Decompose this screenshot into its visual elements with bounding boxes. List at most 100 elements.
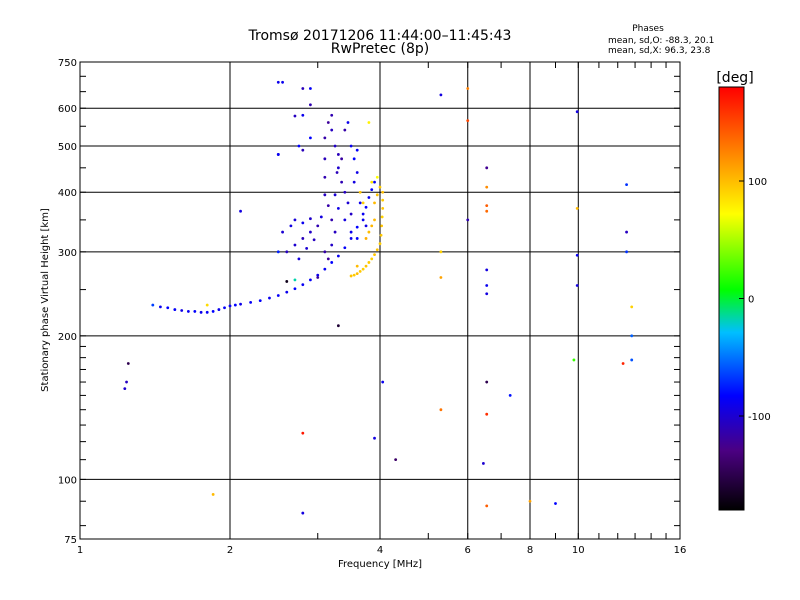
o-mode-point bbox=[309, 103, 312, 107]
o-mode-point bbox=[309, 278, 312, 282]
scattered-echo-point bbox=[439, 408, 443, 412]
scattered-echo-point bbox=[211, 493, 215, 496]
scattered-echo-point bbox=[381, 380, 385, 384]
scattered-echo-point bbox=[485, 284, 489, 287]
x-mode-point bbox=[358, 269, 362, 273]
scattered-echo-point bbox=[239, 209, 242, 213]
o-mode-point bbox=[301, 148, 305, 152]
x-tick-label: 1 bbox=[77, 545, 83, 556]
o-mode-point bbox=[297, 257, 301, 261]
o-mode-point bbox=[289, 224, 293, 228]
y-axis-ticks: 75 100 200 300 400 500 600 750 bbox=[58, 58, 680, 546]
o-mode-point bbox=[276, 80, 280, 84]
scattered-echo-point bbox=[336, 324, 340, 328]
x-mode-point bbox=[375, 193, 379, 197]
x-mode-point bbox=[378, 242, 382, 246]
x-mode-point bbox=[381, 198, 385, 202]
o-mode-point bbox=[326, 121, 330, 124]
o-mode-point bbox=[370, 188, 374, 192]
x-mode-point bbox=[367, 121, 371, 124]
colorbar-ticks: 100 0 -100 bbox=[739, 177, 771, 423]
o-mode-point bbox=[316, 273, 320, 277]
o-mode-point bbox=[309, 87, 312, 90]
o-mode-point bbox=[346, 121, 350, 124]
x-mode-point bbox=[381, 190, 385, 194]
x-mode-point bbox=[352, 273, 356, 277]
o-mode-point bbox=[343, 128, 347, 132]
scattered-echo-point bbox=[575, 206, 579, 210]
x-mode-point bbox=[358, 190, 362, 194]
o-mode-point bbox=[217, 308, 221, 311]
o-mode-point bbox=[330, 128, 334, 132]
scattered-echo-point bbox=[439, 250, 443, 254]
o-mode-point bbox=[166, 306, 170, 310]
o-mode-point bbox=[159, 305, 162, 309]
o-mode-point bbox=[193, 310, 197, 313]
x-mode-point bbox=[361, 267, 365, 271]
o-mode-point bbox=[249, 301, 253, 304]
o-mode-point bbox=[330, 218, 334, 222]
x-mode-point bbox=[370, 180, 374, 184]
o-mode-point bbox=[319, 215, 323, 219]
x-axis-ticks: 1 2 4 6 8 10 16 bbox=[77, 62, 686, 556]
o-mode-point bbox=[268, 296, 271, 300]
stats-title: Phases bbox=[632, 24, 664, 34]
o-mode-point bbox=[301, 113, 305, 117]
x-mode-point bbox=[364, 237, 368, 240]
x-tick-label: 8 bbox=[527, 545, 533, 556]
o-mode-point bbox=[361, 212, 365, 216]
scattered-echo-point bbox=[485, 209, 489, 213]
scattered-echo-point bbox=[205, 303, 209, 307]
o-mode-point bbox=[330, 113, 334, 117]
scattered-echo-point bbox=[285, 280, 289, 283]
x-mode-point bbox=[367, 261, 371, 264]
o-mode-point bbox=[340, 180, 344, 184]
stats-o-mode: mean, sd,O: -88.3, 20.1 bbox=[608, 36, 714, 46]
x-mode-point bbox=[381, 206, 385, 210]
x-mode-point bbox=[375, 248, 379, 252]
o-mode-point bbox=[343, 218, 347, 222]
scattered-echo-point bbox=[621, 362, 625, 365]
scattered-echo-point bbox=[630, 305, 634, 309]
o-mode-point bbox=[349, 237, 353, 240]
y-tick-label: 100 bbox=[58, 475, 77, 486]
scattered-echo-point bbox=[293, 114, 297, 118]
scattered-echo-point bbox=[301, 511, 305, 515]
x-mode-point bbox=[375, 175, 379, 179]
scattered-echo-point bbox=[625, 230, 628, 234]
o-mode-point bbox=[355, 171, 359, 174]
scattered-echo-point bbox=[485, 166, 489, 170]
o-mode-point bbox=[312, 238, 316, 242]
o-mode-point bbox=[309, 217, 312, 221]
scattered-echo-point bbox=[554, 502, 557, 505]
o-mode-point bbox=[258, 299, 262, 303]
x-mode-point bbox=[361, 201, 365, 205]
y-tick-label: 600 bbox=[58, 104, 77, 115]
data-points bbox=[123, 80, 634, 515]
o-mode-point bbox=[186, 310, 190, 313]
colorbar-tick-label: 100 bbox=[748, 177, 767, 188]
scattered-echo-point bbox=[309, 136, 312, 140]
x-tick-label: 2 bbox=[227, 545, 233, 556]
x-mode-point bbox=[373, 201, 376, 205]
o-mode-point bbox=[323, 193, 327, 197]
o-mode-point bbox=[352, 180, 356, 184]
x-mode-point bbox=[380, 215, 384, 219]
o-mode-point bbox=[323, 250, 327, 254]
o-mode-point bbox=[349, 212, 353, 216]
o-mode-point bbox=[323, 157, 327, 161]
x-mode-point bbox=[380, 224, 384, 228]
scattered-echo-point bbox=[439, 93, 443, 97]
scattered-echo-point bbox=[481, 462, 485, 465]
o-mode-point bbox=[330, 243, 334, 247]
scattered-echo-point bbox=[301, 87, 305, 90]
o-mode-point bbox=[323, 267, 327, 271]
o-mode-point bbox=[373, 180, 376, 184]
o-mode-point bbox=[305, 246, 309, 250]
x-mode-point bbox=[367, 230, 371, 234]
colorbar-tick-label: -100 bbox=[748, 412, 771, 423]
o-mode-point bbox=[326, 257, 330, 261]
o-mode-point bbox=[223, 306, 226, 310]
o-mode-point bbox=[228, 304, 232, 308]
scattered-echo-point bbox=[625, 250, 628, 254]
